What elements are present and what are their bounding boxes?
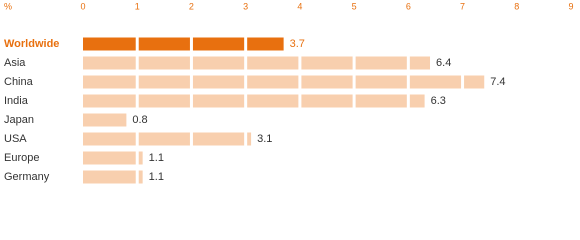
segment-gap — [244, 36, 248, 52]
x-tick-label: 8 — [514, 1, 519, 11]
segment-gap — [461, 74, 465, 90]
segment-gap — [135, 169, 139, 185]
x-tick-label: 5 — [352, 1, 357, 11]
category-label: India — [4, 95, 29, 107]
bar — [83, 113, 127, 127]
category-label: China — [4, 76, 34, 88]
segment-gap — [135, 55, 139, 71]
value-label: 3.1 — [257, 133, 272, 145]
bar — [83, 56, 431, 70]
bar — [83, 94, 425, 108]
value-label: 1.1 — [149, 171, 164, 183]
x-tick-label: 0 — [80, 1, 85, 11]
value-label: 1.1 — [149, 152, 164, 164]
x-tick-label: 7 — [460, 1, 465, 11]
x-tick-label: 4 — [297, 1, 302, 11]
category-label: Europe — [4, 152, 39, 164]
bar — [83, 37, 284, 51]
category-label: USA — [4, 133, 27, 145]
segment-gap — [298, 93, 302, 109]
segment-gap — [244, 55, 248, 71]
segment-gap — [135, 93, 139, 109]
x-tick-label: 6 — [406, 1, 411, 11]
x-tick-label: 1 — [135, 1, 140, 11]
segment-gap — [135, 74, 139, 90]
x-tick-label: 9 — [568, 1, 573, 11]
category-label: Worldwide — [4, 38, 59, 50]
bar — [83, 75, 485, 89]
x-tick-label: 2 — [189, 1, 194, 11]
segment-gap — [189, 36, 193, 52]
segment-gap — [189, 131, 193, 147]
category-label: Japan — [4, 114, 34, 126]
segment-gap — [298, 55, 302, 71]
segment-gap — [189, 74, 193, 90]
value-label: 0.8 — [132, 114, 147, 126]
segment-gap — [244, 93, 248, 109]
segment-gap — [298, 74, 302, 90]
value-label: 7.4 — [490, 76, 505, 88]
segment-gap — [189, 55, 193, 71]
value-label: 3.7 — [290, 38, 305, 50]
segment-gap — [352, 74, 356, 90]
segment-gap — [244, 74, 248, 90]
category-label: Germany — [4, 171, 50, 183]
segment-gap — [135, 36, 139, 52]
bar — [83, 170, 143, 184]
value-label: 6.4 — [436, 57, 451, 69]
bar — [83, 151, 143, 165]
segment-gap — [244, 131, 248, 147]
segment-gap — [406, 55, 410, 71]
chart: % 0 1 2 3 4 5 6 7 8 9 Worldwide 3.7 Asia 6.4 China 7.4 I… — [4, 1, 574, 185]
segment-gap — [352, 93, 356, 109]
segment-gap — [406, 93, 410, 109]
x-axis-label: % — [4, 1, 12, 11]
segment-gap — [189, 93, 193, 109]
segment-gap — [406, 74, 410, 90]
x-tick-label: 3 — [243, 1, 248, 11]
segment-gap — [352, 55, 356, 71]
segment-gap — [135, 150, 139, 166]
category-label: Asia — [4, 57, 26, 69]
segment-gap — [135, 131, 139, 147]
bar — [83, 132, 252, 146]
value-label: 6.3 — [431, 95, 446, 107]
